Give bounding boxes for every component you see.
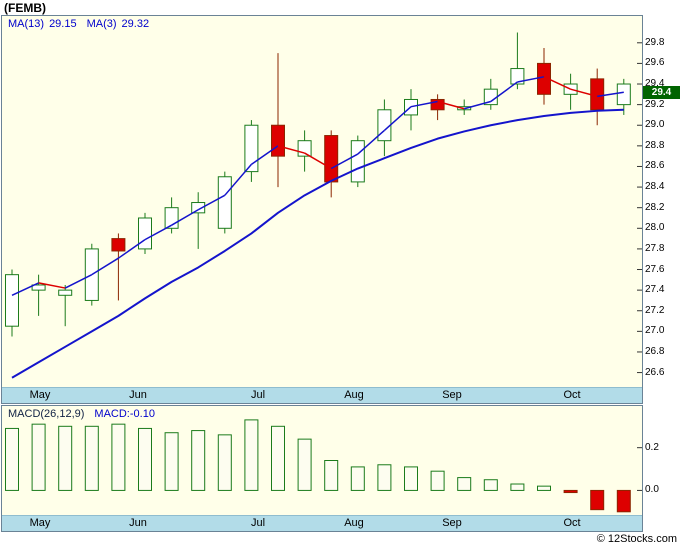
- month-label: Sep: [442, 389, 462, 401]
- macd-axis-label: 0.2: [645, 441, 659, 453]
- price-month-axis: May Jun Jul Aug Sep Oct: [2, 387, 642, 403]
- price-axis-label: 28.4: [645, 181, 665, 193]
- price-axis-label: 29.8: [645, 36, 665, 48]
- price-axis-label: 28.0: [645, 222, 665, 234]
- price-chart-panel: May Jun Jul Aug Sep Oct MA(13) 29.15 MA(3) 29.32: [1, 15, 643, 404]
- macd-month-axis: May Jun Jul Aug Sep Oct: [2, 515, 642, 531]
- month-label: Jun: [129, 389, 147, 401]
- price-axis-label: 28.2: [645, 201, 665, 213]
- macd-panel: May Jun Jul Aug Sep Oct MACD(26,12,9) MACD:-0.…: [1, 405, 643, 532]
- price-axis-label: 28.8: [645, 139, 665, 151]
- price-axis-label: 29.0: [645, 119, 665, 131]
- price-axis-label: 26.6: [645, 366, 665, 378]
- macd-chart: [5, 419, 642, 513]
- price-axis-label: 27.4: [645, 284, 665, 296]
- price-axis-label: 27.8: [645, 242, 665, 254]
- ma3-label: MA(3): [86, 18, 117, 30]
- macd-axis-label: 0.0: [645, 484, 659, 496]
- price-axis-label: 27.0: [645, 325, 665, 337]
- price-chart: [5, 32, 642, 379]
- price-axis-label: 29.6: [645, 57, 665, 69]
- month-label: Oct: [563, 517, 581, 529]
- macd-legend: MACD(26,12,9) MACD:-0.10: [8, 408, 155, 420]
- ma13-label: MA(13): [8, 18, 45, 30]
- price-axis-label: 28.6: [645, 160, 665, 172]
- month-label: Aug: [344, 517, 364, 529]
- price-legend: MA(13) 29.15 MA(3) 29.32: [8, 18, 149, 30]
- month-label: Jul: [250, 517, 266, 529]
- price-axis-label: 27.2: [645, 304, 665, 316]
- month-label: May: [29, 389, 51, 401]
- macd-label: MACD(26,12,9): [8, 408, 85, 420]
- month-label: May: [29, 517, 51, 529]
- copyright-link[interactable]: © 12Stocks.com: [596, 533, 677, 545]
- ma3-value: 29.32: [121, 18, 150, 30]
- y-axis: 29.8 29.6 29.4 29.2 29.0 28.8 28.6 28.4 28.2 28.0…: [645, 0, 680, 546]
- macd-value: MACD:-0.10: [94, 408, 155, 420]
- price-axis-label: 26.8: [645, 345, 665, 357]
- price-axis-label: 27.6: [645, 263, 665, 275]
- month-label: Jul: [250, 389, 266, 401]
- month-label: Jun: [129, 517, 147, 529]
- current-price-badge: 29.4: [643, 86, 680, 99]
- ma13-value: 29.15: [49, 18, 77, 30]
- ticker-title: (FEMB): [4, 1, 46, 15]
- month-label: Sep: [442, 517, 462, 529]
- month-label: Aug: [344, 389, 364, 401]
- price-axis-label: 29.2: [645, 98, 665, 110]
- month-label: Oct: [563, 389, 581, 401]
